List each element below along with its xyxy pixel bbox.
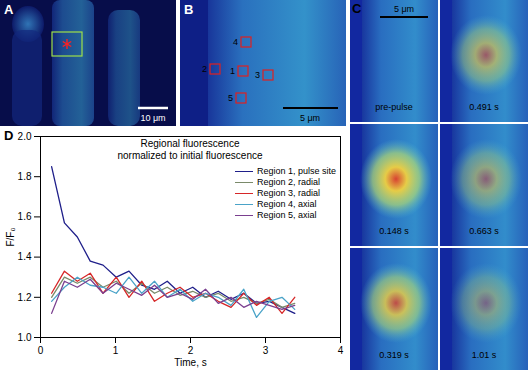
- svg-text:0.319 s: 0.319 s: [379, 350, 409, 360]
- svg-text:5 μm: 5 μm: [394, 4, 414, 14]
- svg-text:1.01 s: 1.01 s: [472, 350, 497, 360]
- html-text:normalized to initial fluoresc: normalized to initial fluorescence: [117, 150, 263, 161]
- svg-text:0.148 s: 0.148 s: [379, 226, 409, 236]
- svg-text:10 μm: 10 μm: [140, 113, 165, 123]
- svg-text:B: B: [184, 2, 193, 17]
- svg-text:5 μm: 5 μm: [300, 113, 320, 123]
- html-text:Region 3, radial: Region 3, radial: [256, 188, 320, 198]
- svg-text:4: 4: [233, 37, 238, 47]
- svg-text:A: A: [4, 2, 14, 17]
- svg-text:2: 2: [188, 345, 194, 356]
- html-text:Regional fluorescence: Regional fluorescence: [140, 138, 240, 149]
- svg-text:F/F₀: F/F₀: [5, 227, 16, 246]
- svg-text:3: 3: [263, 345, 269, 356]
- svg-text:C: C: [352, 1, 362, 16]
- html-text:Region 5, axial: Region 5, axial: [256, 210, 317, 220]
- svg-text:0: 0: [38, 345, 44, 356]
- html-text:Region 1, pulse site: Region 1, pulse site: [256, 166, 336, 176]
- svg-text:0.491 s: 0.491 s: [469, 102, 499, 112]
- svg-text:2.0: 2.0: [18, 131, 32, 142]
- html-text:D: D: [4, 128, 14, 143]
- svg-text:1: 1: [230, 66, 235, 76]
- svg-text:1.0: 1.0: [18, 332, 32, 343]
- svg-text:1.4: 1.4: [18, 251, 32, 262]
- svg-text:0.663 s: 0.663 s: [469, 226, 499, 236]
- html-text:Region 4, axial: Region 4, axial: [256, 199, 317, 209]
- svg-text:3: 3: [255, 70, 260, 80]
- html-text:Region 2, radial: Region 2, radial: [256, 177, 320, 187]
- svg-text:5: 5: [228, 93, 233, 103]
- svg-text:pre-pulse: pre-pulse: [375, 102, 413, 112]
- svg-text:1: 1: [113, 345, 119, 356]
- svg-text:2: 2: [202, 64, 207, 74]
- svg-text:1.2: 1.2: [18, 292, 32, 303]
- svg-text:1.6: 1.6: [18, 211, 32, 222]
- svg-text:1.8: 1.8: [18, 171, 32, 182]
- svg-text:4: 4: [338, 345, 344, 356]
- svg-text:Time, s: Time, s: [174, 357, 206, 368]
